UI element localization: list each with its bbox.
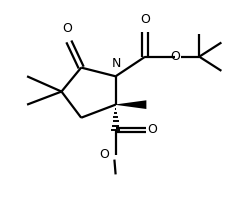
- Text: O: O: [170, 50, 180, 63]
- Text: O: O: [100, 148, 109, 161]
- Text: O: O: [63, 22, 73, 35]
- Text: O: O: [147, 123, 157, 136]
- Text: N: N: [112, 57, 121, 70]
- Polygon shape: [116, 100, 146, 109]
- Text: O: O: [140, 13, 150, 26]
